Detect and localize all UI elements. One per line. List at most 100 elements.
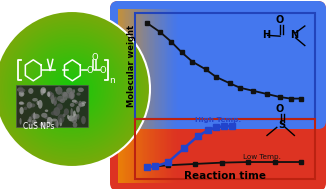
Circle shape [59, 76, 85, 102]
Circle shape [49, 66, 96, 112]
Circle shape [30, 47, 113, 131]
Bar [141, 9, 142, 183]
Circle shape [56, 73, 88, 105]
Bar [143, 9, 144, 183]
Bar [167, 9, 169, 183]
Bar [146, 9, 147, 183]
Bar [131, 9, 132, 183]
Text: H: H [262, 30, 270, 40]
Ellipse shape [71, 93, 73, 99]
Ellipse shape [60, 99, 65, 103]
Ellipse shape [31, 113, 37, 120]
Ellipse shape [73, 122, 77, 128]
Bar [177, 9, 178, 183]
Ellipse shape [40, 122, 46, 127]
Ellipse shape [77, 114, 80, 119]
Circle shape [4, 21, 140, 157]
Text: O: O [276, 104, 284, 114]
Ellipse shape [67, 93, 70, 98]
Ellipse shape [47, 117, 52, 125]
Ellipse shape [54, 101, 56, 106]
Bar [159, 9, 160, 183]
Bar [172, 9, 173, 183]
Circle shape [0, 11, 150, 167]
Ellipse shape [81, 101, 86, 104]
Circle shape [24, 41, 120, 137]
Ellipse shape [77, 116, 79, 120]
Bar [173, 9, 174, 183]
Circle shape [15, 32, 129, 146]
Text: O: O [87, 66, 93, 75]
Bar [140, 9, 141, 183]
Text: Reaction time: Reaction time [184, 171, 266, 181]
Ellipse shape [81, 116, 86, 124]
Text: S: S [278, 120, 285, 130]
Circle shape [41, 58, 103, 120]
Circle shape [39, 57, 105, 122]
Bar [155, 9, 156, 183]
Bar [129, 9, 130, 183]
Circle shape [63, 80, 81, 98]
Circle shape [9, 27, 134, 151]
Bar [152, 9, 153, 183]
Circle shape [7, 24, 137, 154]
Ellipse shape [40, 89, 44, 95]
Ellipse shape [78, 101, 82, 108]
Ellipse shape [53, 107, 60, 116]
Circle shape [28, 45, 116, 133]
Ellipse shape [53, 101, 57, 105]
Bar [144, 9, 146, 183]
Circle shape [0, 14, 147, 164]
Ellipse shape [27, 119, 31, 122]
Bar [127, 9, 129, 183]
Ellipse shape [28, 123, 33, 126]
Ellipse shape [56, 103, 63, 110]
Circle shape [66, 83, 79, 95]
Ellipse shape [70, 103, 75, 107]
Ellipse shape [23, 107, 27, 110]
Circle shape [55, 72, 89, 106]
Circle shape [62, 79, 82, 99]
Circle shape [69, 86, 75, 92]
Circle shape [50, 67, 94, 111]
Ellipse shape [37, 101, 39, 105]
Circle shape [11, 28, 133, 150]
Text: O: O [92, 53, 98, 62]
Ellipse shape [63, 114, 66, 117]
Ellipse shape [21, 90, 23, 96]
Ellipse shape [51, 119, 57, 122]
Ellipse shape [19, 101, 23, 104]
Bar [153, 9, 154, 183]
Ellipse shape [41, 113, 47, 118]
Bar [120, 9, 122, 183]
Ellipse shape [72, 100, 77, 103]
Ellipse shape [19, 88, 25, 93]
Ellipse shape [56, 87, 63, 95]
Circle shape [1, 18, 143, 160]
FancyBboxPatch shape [110, 1, 326, 189]
Ellipse shape [32, 98, 38, 101]
Circle shape [42, 59, 102, 119]
Circle shape [52, 70, 92, 108]
Ellipse shape [68, 91, 75, 100]
Ellipse shape [19, 91, 24, 97]
Bar [147, 9, 148, 183]
Ellipse shape [56, 120, 58, 128]
Bar [171, 9, 172, 183]
Bar [149, 9, 150, 183]
Bar [166, 9, 167, 183]
Ellipse shape [43, 88, 45, 93]
Bar [174, 9, 176, 183]
Bar [132, 9, 134, 183]
Bar [176, 9, 177, 183]
Circle shape [37, 54, 107, 124]
Circle shape [60, 77, 84, 101]
Circle shape [64, 81, 80, 97]
Circle shape [0, 16, 145, 162]
Circle shape [0, 12, 149, 166]
Ellipse shape [44, 116, 49, 119]
Bar [160, 9, 161, 183]
Bar [139, 9, 140, 183]
Circle shape [19, 36, 125, 142]
Bar [137, 9, 139, 183]
